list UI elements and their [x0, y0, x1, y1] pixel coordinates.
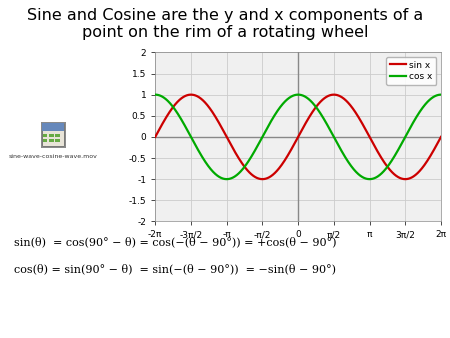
Bar: [55, 139, 60, 143]
Text: cos(θ) = sin(90° − θ)  = sin(−(θ − 90°))  = −sin(θ − 90°): cos(θ) = sin(90° − θ) = sin(−(θ − 90°)) …: [14, 263, 336, 274]
Bar: [43, 134, 47, 138]
Bar: [43, 139, 47, 143]
Text: point on the rim of a rotating wheel: point on the rim of a rotating wheel: [82, 25, 368, 40]
Bar: [55, 134, 60, 138]
Bar: [49, 134, 54, 138]
Text: sine-wave-cosine-wave.mov: sine-wave-cosine-wave.mov: [9, 154, 97, 159]
Text: Sine and Cosine are the y and x components of a: Sine and Cosine are the y and x componen…: [27, 8, 423, 23]
Text: sin(θ)  = cos(90° − θ) = cos(−(θ − 90°)) = +cos(θ − 90°): sin(θ) = cos(90° − θ) = cos(−(θ − 90°)) …: [14, 236, 336, 247]
Legend: sin x, cos x: sin x, cos x: [386, 57, 436, 85]
Bar: [49, 139, 54, 143]
Bar: [42, 123, 64, 130]
